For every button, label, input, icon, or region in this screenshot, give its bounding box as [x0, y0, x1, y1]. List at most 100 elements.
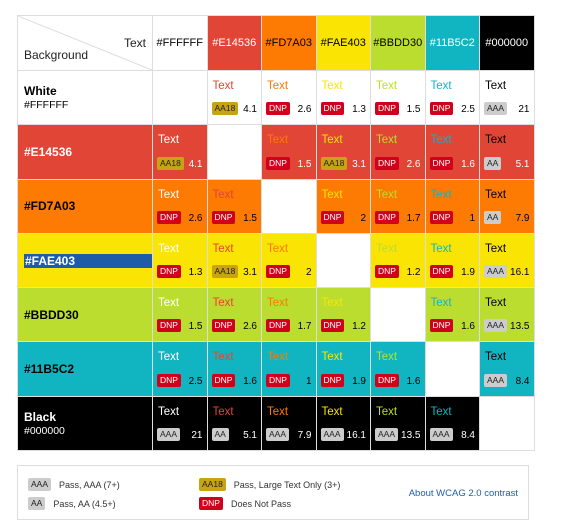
- rating-badge: DNP: [157, 210, 181, 224]
- legend-aaa-text: Pass, AAA (7+): [59, 479, 120, 490]
- row-header-name: #FD7A03: [24, 199, 76, 214]
- contrast-cell-empty: [371, 288, 426, 343]
- sample-text: Text: [158, 134, 180, 147]
- sample-text: Text: [485, 351, 507, 364]
- sample-text: Text: [485, 242, 507, 255]
- contrast-ratio: 1.6: [461, 158, 475, 170]
- contrast-ratio: 8.4: [461, 430, 475, 442]
- contrast-ratio: 1.6: [243, 375, 257, 387]
- row-header-name: White: [24, 84, 57, 99]
- sample-text: Text: [485, 80, 507, 92]
- contrast-ratio: 3.1: [352, 158, 366, 170]
- row-header: #FAE403: [18, 233, 153, 289]
- legend-aa-badge: AA: [28, 497, 46, 510]
- sample-text: Text: [376, 242, 398, 255]
- legend-dnp-text: Does Not Pass: [230, 498, 291, 509]
- contrast-cell: Text DNP 2: [262, 233, 317, 289]
- contrast-cell: Text AA 7.9: [480, 179, 535, 234]
- contrast-cell: Text DNP 1.7: [371, 179, 426, 234]
- contrast-cell: Text DNP 1.2: [316, 288, 371, 343]
- column-header: #BBDD30: [371, 16, 426, 71]
- sample-text: Text: [430, 405, 452, 418]
- contrast-ratio: 7.9: [297, 430, 312, 442]
- column-header: #11B5C2: [425, 16, 480, 71]
- rating-badge: DNP: [375, 265, 399, 279]
- legend-aa: AA Pass, AA (4.5+): [28, 497, 116, 510]
- contrast-cell: Text AA 5.1: [480, 125, 535, 180]
- text-axis-label: Text: [123, 36, 146, 50]
- contrast-ratio: 1.9: [352, 375, 366, 387]
- contrast-ratio: 1.6: [461, 321, 475, 333]
- sample-text: Text: [376, 134, 398, 147]
- contrast-cell: Text DNP 1.3: [153, 233, 208, 289]
- rating-badge: AAA: [375, 428, 399, 442]
- contrast-cell: Text DNP 1.9: [425, 233, 480, 289]
- contrast-ratio: 8.4: [515, 375, 530, 387]
- sample-text: Text: [212, 242, 234, 255]
- sample-text: Text: [212, 188, 234, 201]
- contrast-ratio: 13.5: [401, 430, 421, 442]
- sample-text: Text: [430, 188, 452, 201]
- rating-badge: DNP: [375, 156, 399, 170]
- sample-text: Text: [376, 405, 398, 418]
- contrast-ratio: 1.2: [352, 321, 366, 333]
- rating-badge: AAA: [484, 373, 508, 387]
- background-axis-label: Background: [24, 48, 89, 62]
- sample-text: Text: [158, 297, 180, 310]
- contrast-cell: Text DNP 1.5: [371, 71, 426, 126]
- contrast-ratio: 1.3: [352, 104, 366, 116]
- row-header: #FD7A03: [18, 179, 153, 234]
- sample-text: Text: [430, 297, 452, 310]
- contrast-ratio: 2: [360, 212, 366, 224]
- contrast-cell: Text AA18 4.1: [207, 71, 262, 126]
- contrast-ratio: 1.5: [406, 104, 421, 116]
- contrast-ratio: 4.1: [243, 104, 257, 116]
- contrast-ratio: 7.9: [515, 212, 530, 224]
- rating-badge: DNP: [157, 265, 181, 279]
- wcag-info-link[interactable]: About WCAG 2.0 contrast: [408, 488, 518, 499]
- sample-text: Text: [158, 351, 180, 364]
- rating-badge: AAA: [266, 428, 290, 442]
- contrast-ratio: 1.5: [188, 321, 203, 333]
- rating-badge: AA18: [157, 156, 184, 170]
- rating-badge: DNP: [429, 102, 454, 116]
- contrast-ratio: 16.1: [346, 430, 366, 442]
- contrast-cell: Text AAA 21: [153, 396, 208, 452]
- sample-text: Text: [430, 242, 452, 255]
- row-header: White #FFFFFF: [18, 71, 153, 126]
- contrast-ratio: 1.5: [243, 212, 257, 224]
- rating-badge: DNP: [375, 373, 399, 387]
- contrast-cell: Text DNP 1.6: [371, 342, 426, 397]
- sample-text: Text: [212, 351, 234, 364]
- contrast-ratio: 1.7: [297, 321, 312, 333]
- sample-text: Text: [376, 80, 398, 92]
- sample-text: Text: [267, 351, 289, 364]
- sample-text: Text: [430, 134, 452, 147]
- row-header-hex: #000000: [24, 424, 65, 437]
- contrast-cell-empty: [425, 342, 480, 397]
- contrast-cell: Text DNP 1: [425, 179, 480, 234]
- rating-badge: AAA: [484, 265, 508, 279]
- rating-badge: AA: [484, 210, 502, 224]
- rating-badge: DNP: [211, 319, 236, 333]
- contrast-ratio: 1.9: [461, 267, 475, 279]
- rating-badge: AA18: [211, 265, 239, 279]
- rating-badge: AA: [484, 156, 502, 170]
- contrast-cell-empty: [480, 396, 535, 452]
- contrast-cell: Text DNP 1: [262, 342, 317, 397]
- rating-badge: DNP: [266, 156, 290, 170]
- row-header: #E14536: [18, 125, 153, 180]
- contrast-ratio: 13.5: [510, 321, 530, 333]
- rating-badge: DNP: [320, 210, 345, 224]
- contrast-cell: Text DNP 2: [316, 179, 371, 234]
- contrast-cell: Text DNP 2.6: [207, 288, 262, 343]
- contrast-ratio: 1.3: [188, 267, 203, 279]
- sample-text: Text: [267, 242, 289, 255]
- contrast-cell: Text AAA 16.1: [316, 396, 371, 452]
- sample-text: Text: [212, 405, 234, 418]
- contrast-ratio: 21: [518, 104, 530, 116]
- row-header-name-selected: #FAE403: [24, 253, 152, 268]
- row-header-hex: #FFFFFF: [24, 99, 69, 112]
- column-header: #E14536: [207, 16, 262, 71]
- contrast-cell-empty: [316, 233, 371, 289]
